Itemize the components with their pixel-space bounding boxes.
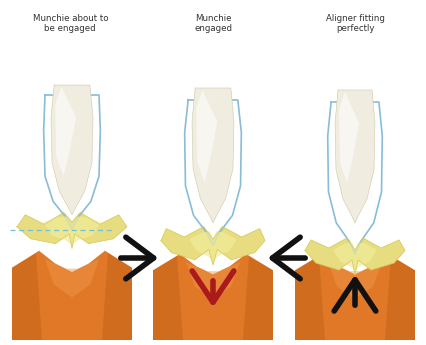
Polygon shape — [196, 90, 217, 183]
Polygon shape — [295, 256, 325, 340]
Polygon shape — [12, 251, 132, 340]
Polygon shape — [43, 95, 101, 229]
Text: Munchie about to
be engaged: Munchie about to be engaged — [32, 14, 108, 33]
Polygon shape — [385, 256, 415, 340]
Polygon shape — [51, 85, 93, 215]
Polygon shape — [184, 100, 242, 245]
Polygon shape — [153, 256, 183, 340]
Polygon shape — [55, 87, 76, 176]
Polygon shape — [43, 216, 101, 245]
Polygon shape — [161, 227, 265, 265]
Polygon shape — [192, 88, 234, 223]
Polygon shape — [328, 262, 382, 299]
Text: Munchie
engaged: Munchie engaged — [194, 14, 232, 33]
Polygon shape — [45, 259, 99, 297]
Polygon shape — [153, 254, 273, 340]
Polygon shape — [243, 256, 273, 340]
Polygon shape — [333, 243, 377, 272]
Polygon shape — [189, 231, 237, 262]
Polygon shape — [335, 90, 375, 223]
Polygon shape — [339, 92, 359, 183]
Polygon shape — [186, 262, 240, 299]
Polygon shape — [305, 238, 405, 275]
Polygon shape — [295, 254, 415, 340]
Polygon shape — [12, 253, 42, 340]
Polygon shape — [17, 213, 127, 248]
Polygon shape — [102, 253, 132, 340]
Polygon shape — [328, 102, 382, 254]
Text: Aligner fitting
perfectly: Aligner fitting perfectly — [326, 14, 385, 33]
